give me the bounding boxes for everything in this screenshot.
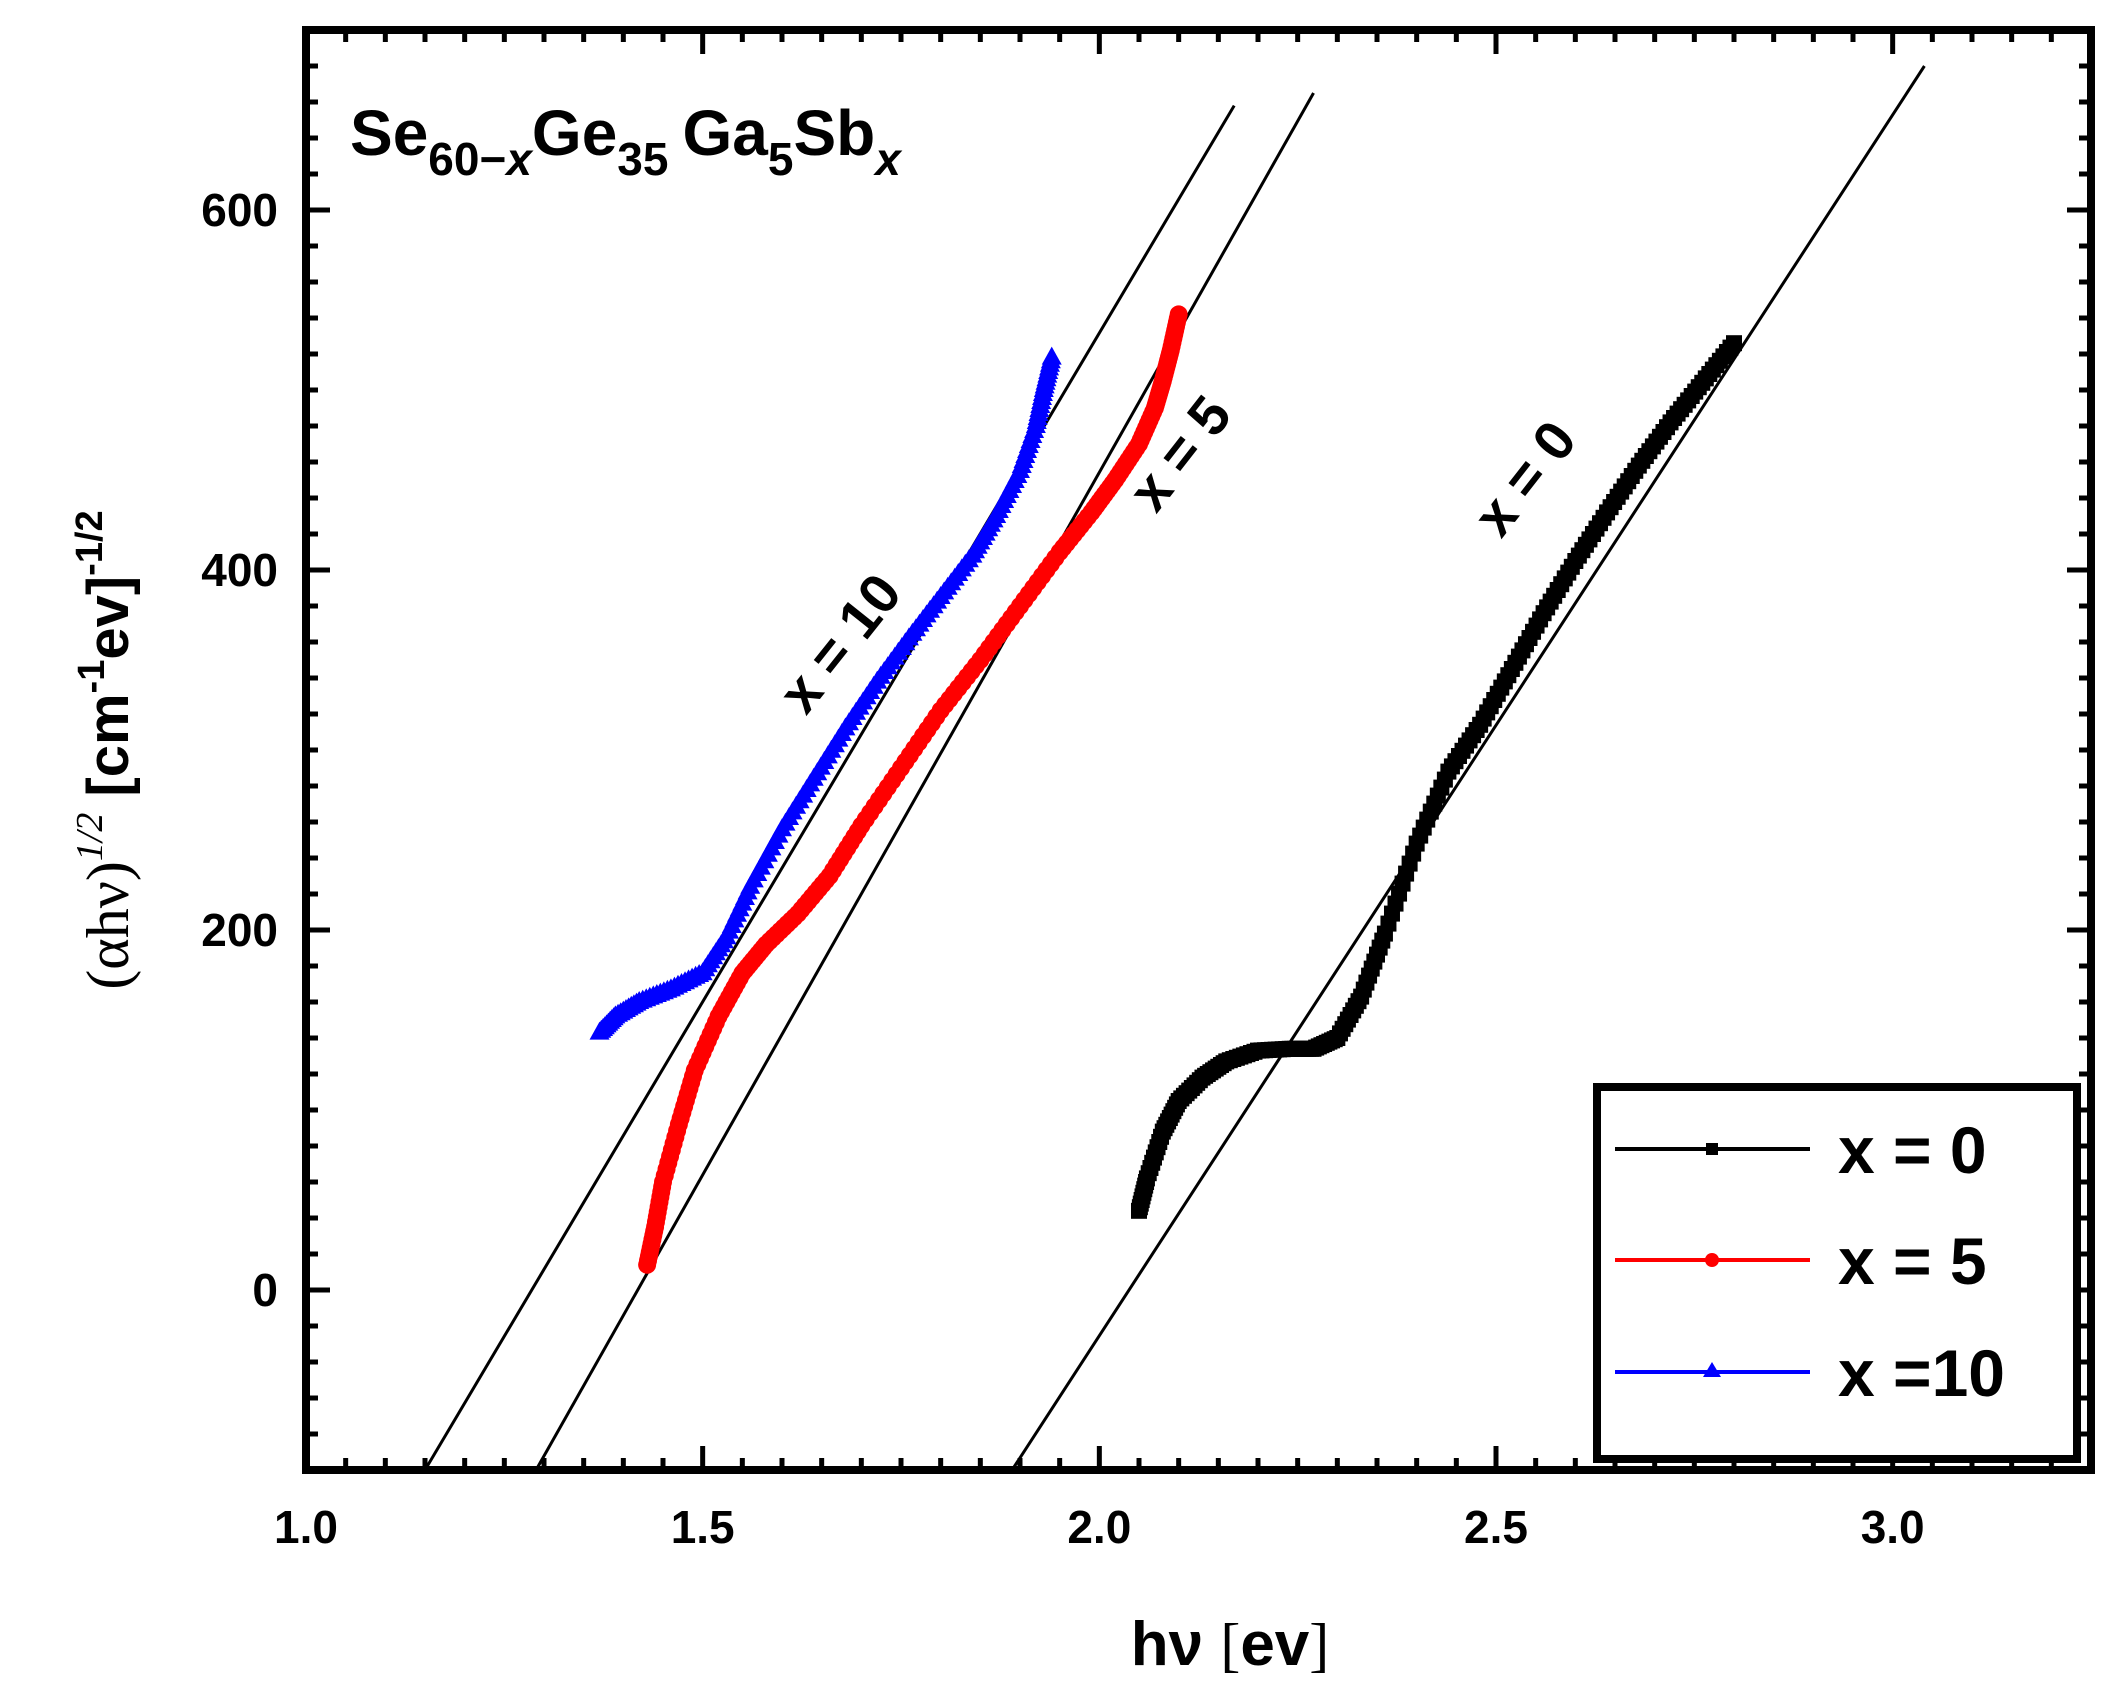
- x-tick-label-0: 1.0: [274, 1501, 338, 1553]
- y-tick-label-1: 200: [201, 904, 278, 956]
- x-tick-label-4: 3.0: [1861, 1501, 1925, 1553]
- x-tick-label-1: 1.5: [671, 1501, 735, 1553]
- legend-label-x5: x = 5: [1838, 1224, 1987, 1298]
- y-tick-label-2: 400: [201, 544, 278, 596]
- fit-line-0: [423, 104, 1236, 1471]
- x-tick-label-2: 2.0: [1067, 1501, 1131, 1553]
- point-1-22-0: [1169, 305, 1188, 324]
- y-tick-label-3: 600: [201, 184, 278, 236]
- legend-box: [1593, 1083, 2081, 1463]
- legend-marker-x10: [1703, 1362, 1721, 1377]
- x-tick-label-3: 2.5: [1464, 1501, 1528, 1553]
- x-axis-title: hν [ev]: [1131, 1610, 1330, 1679]
- data-series: [589, 305, 1742, 1274]
- point-0-22-0: [1726, 335, 1742, 352]
- series-1: [638, 305, 1188, 1274]
- chart-title: Se60−xGe35 Ga5Sbx: [350, 97, 903, 185]
- y-tick-labels: 0 200 400 600: [201, 184, 278, 1316]
- series-2: [589, 346, 1062, 1040]
- y-axis-title: (αhν)1/2[cm-1ev]-1/2: [69, 510, 141, 989]
- point-2-18-0: [1041, 346, 1062, 365]
- legend-marker-x0: [1706, 1143, 1718, 1155]
- fit-line-2: [1010, 65, 1926, 1471]
- axis-ticks: [303, 27, 2094, 1473]
- legend: x = 0 x = 5 x =10: [1593, 1083, 2081, 1463]
- legend-label-x0: x = 0: [1838, 1113, 1987, 1187]
- legend-marker-x5: [1705, 1253, 1719, 1267]
- x-tick-labels: 1.0 1.5 2.0 2.5 3.0: [274, 1501, 1925, 1553]
- y-tick-label-0: 0: [252, 1264, 278, 1316]
- legend-label-x10: x =10: [1838, 1336, 2005, 1410]
- series-0: [1131, 335, 1742, 1219]
